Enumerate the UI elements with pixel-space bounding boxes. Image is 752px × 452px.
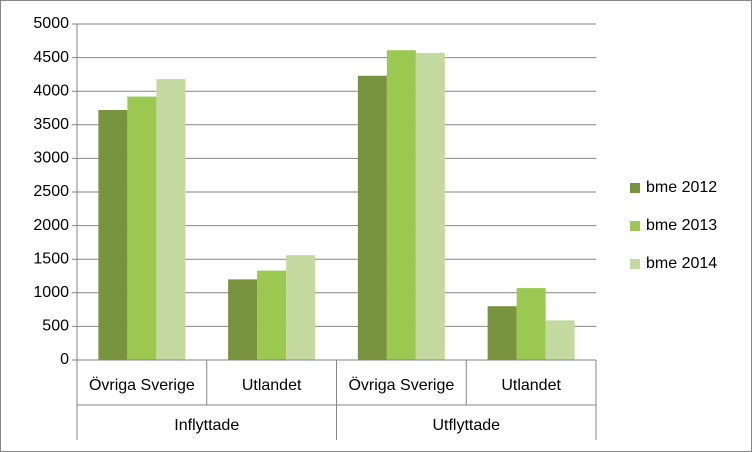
y-tick-label: 4000 — [33, 82, 69, 99]
legend-swatch — [630, 221, 640, 231]
legend-label: bme 2014 — [646, 255, 717, 272]
legend-label: bme 2013 — [646, 217, 717, 234]
legend-swatch — [630, 259, 640, 269]
legend-swatch — [630, 183, 640, 193]
bar — [156, 79, 186, 360]
legend-label: bme 2012 — [646, 179, 717, 196]
y-tick-label: 1000 — [33, 284, 69, 301]
bar — [257, 270, 287, 360]
x-tick-label: Övriga Sverige — [89, 376, 195, 394]
y-tick-label: 4500 — [33, 49, 69, 66]
bar — [228, 279, 258, 360]
bar — [286, 255, 316, 360]
x-tick-label: Utlandet — [242, 377, 302, 394]
y-tick-label: 2500 — [33, 183, 69, 200]
bar — [127, 96, 157, 361]
x-tick-label: Övriga Sverige — [348, 376, 454, 394]
x-tick-label: Utlandet — [501, 377, 561, 394]
y-tick-label: 2000 — [33, 217, 69, 234]
bar — [386, 50, 416, 360]
y-tick-label: 3000 — [33, 150, 69, 167]
bar — [415, 52, 445, 361]
bar — [545, 320, 575, 360]
bar — [98, 110, 128, 361]
bar — [516, 288, 546, 360]
group-label: Utflyttade — [432, 417, 500, 434]
y-tick-label: 0 — [60, 351, 69, 368]
y-tick-label: 1500 — [33, 250, 69, 267]
bar — [357, 75, 387, 360]
y-tick-label: 5000 — [33, 15, 69, 32]
group-label: Inflyttade — [174, 417, 239, 434]
y-tick-label: 500 — [42, 318, 69, 335]
bar — [487, 306, 517, 360]
y-tick-label: 3500 — [33, 116, 69, 133]
